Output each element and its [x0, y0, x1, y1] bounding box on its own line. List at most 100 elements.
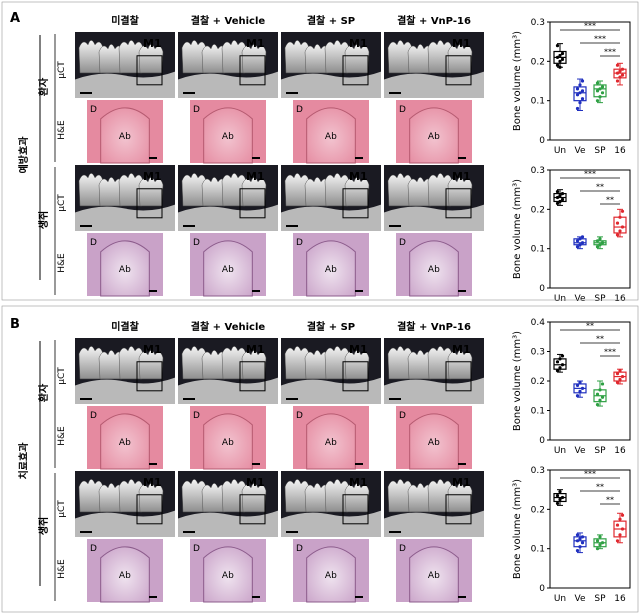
jaw-bone	[178, 510, 278, 537]
data-point	[620, 374, 625, 379]
tooth-m1-label: M1	[143, 170, 162, 183]
column-header: 결찰 + VnP-16	[397, 14, 471, 27]
data-point	[560, 363, 565, 367]
he-stain-image: D Ab	[87, 539, 163, 603]
plot-frame	[549, 169, 631, 289]
tooth-m1-label: M1	[349, 476, 368, 489]
alveolar-bone	[100, 240, 150, 297]
alveolar-bone	[409, 240, 459, 297]
dentin-mark: D	[193, 544, 200, 554]
significance-label: ***	[594, 35, 606, 44]
data-point	[555, 501, 560, 506]
alveolar-bone-mark: Ab	[325, 132, 337, 142]
jaw-bone	[178, 377, 278, 404]
data-point	[620, 73, 625, 77]
roi-box	[342, 361, 369, 392]
tooth-crown	[447, 350, 473, 380]
data-point	[598, 543, 602, 547]
tooth-crown	[78, 173, 104, 207]
data-point	[580, 97, 585, 101]
tooth-crown	[78, 346, 104, 380]
data-point	[575, 394, 580, 398]
alveolar-bone-mark: Ab	[222, 571, 234, 581]
row-label-ct: μCT	[57, 194, 67, 212]
alveolar-bone	[100, 107, 150, 164]
data-point	[618, 75, 622, 79]
y-axis-label: Bone volume (mm³)	[512, 331, 523, 431]
plot-frame	[549, 21, 631, 141]
group-label: 생쥐	[37, 211, 50, 229]
data-point	[558, 497, 562, 502]
bone-volume-chart: 0 0.1 0.2 0.3 0.4 Bone volume (mm³) Un Ve SP 16 **…	[512, 318, 631, 456]
he-stain-image: D Ab	[87, 406, 163, 470]
data-point	[578, 101, 582, 105]
tooth-m1-label: M1	[246, 170, 265, 183]
he-stain-image: D Ab	[190, 539, 266, 603]
data-point	[578, 91, 582, 95]
alveolar-bone	[203, 107, 253, 164]
x-tick-label: SP	[594, 146, 606, 156]
tooth-m1-label: M1	[246, 343, 265, 356]
x-tick-label: Un	[554, 294, 566, 304]
data-point	[618, 533, 622, 537]
data-point	[575, 87, 580, 91]
data-point	[615, 63, 620, 67]
data-point	[615, 523, 620, 527]
tooth-crown	[344, 44, 370, 74]
dentin-mark: D	[193, 411, 200, 421]
column-header: 미결찰	[111, 14, 139, 27]
dentin-mark: D	[399, 238, 406, 248]
side-label: 예방효과	[17, 136, 30, 174]
roi-box	[342, 494, 369, 525]
he-stain-image: D Ab	[293, 100, 369, 164]
y-tick-label: 0.2	[531, 377, 545, 387]
data-point	[615, 71, 620, 75]
alveolar-bone-mark: Ab	[119, 265, 131, 275]
data-point	[598, 535, 602, 539]
micro-ct-image: M1	[75, 471, 175, 537]
dentin-mark: D	[90, 238, 97, 248]
data-point	[578, 83, 582, 87]
group-label: 환자	[37, 383, 50, 402]
data-point	[580, 79, 585, 83]
significance-label: ***	[604, 348, 616, 357]
alveolar-bone	[100, 546, 150, 603]
tooth-m1-label: M1	[246, 37, 265, 50]
data-point	[560, 192, 565, 196]
panel-letter: B	[10, 317, 20, 332]
tooth-crown	[138, 44, 164, 74]
roi-box	[445, 55, 472, 86]
data-point	[600, 395, 605, 399]
data-point	[615, 79, 620, 83]
column-header: 결찰 + Vehicle	[191, 320, 266, 333]
micro-ct-image: M1	[75, 338, 175, 404]
data-point	[598, 243, 602, 247]
tooth-m1-label: M1	[452, 476, 471, 489]
tooth-crown	[138, 350, 164, 380]
micro-ct-image: M1	[178, 338, 278, 404]
data-point	[555, 63, 560, 67]
alveolar-bone	[203, 546, 253, 603]
column-header: 결찰 + VnP-16	[397, 320, 471, 333]
he-stain-image: D Ab	[396, 406, 472, 470]
tooth-crown	[284, 173, 310, 207]
data-point	[595, 392, 600, 396]
data-point	[620, 527, 625, 531]
x-tick-label: Ve	[575, 446, 586, 456]
jaw-bone	[281, 510, 381, 537]
significance-label: **	[596, 183, 604, 192]
data-point	[580, 535, 585, 539]
column-header: 결찰 + SP	[307, 14, 355, 27]
significance-label: **	[606, 196, 614, 205]
data-point	[575, 245, 580, 249]
tooth-crown	[447, 177, 473, 207]
alveolar-bone	[306, 107, 356, 164]
alveolar-bone-mark: Ab	[428, 265, 440, 275]
dentin-mark: D	[399, 105, 406, 115]
data-point	[575, 383, 580, 388]
data-point	[555, 369, 560, 373]
alveolar-bone	[100, 413, 150, 470]
he-stain-image: D Ab	[87, 100, 163, 164]
